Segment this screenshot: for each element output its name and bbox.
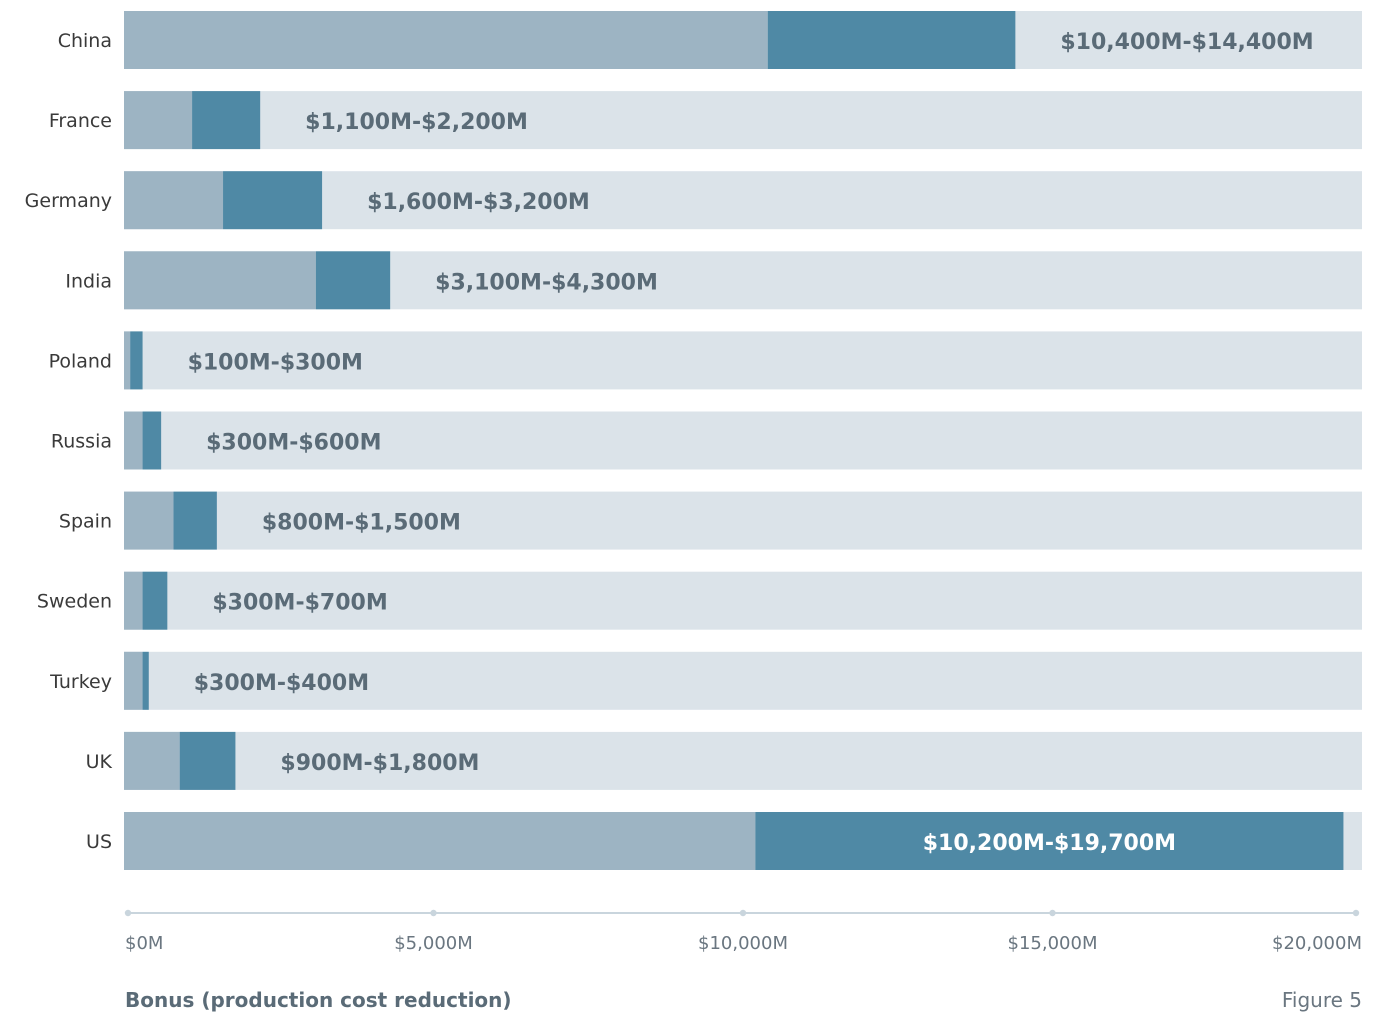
range-label-turkey: $300M-$400M bbox=[194, 671, 369, 696]
category-label-russia: Russia bbox=[51, 431, 112, 453]
category-label-sweden: Sweden bbox=[37, 591, 112, 613]
x-axis-title: Bonus (production cost reduction) bbox=[125, 988, 512, 1012]
x-tick-dot bbox=[739, 909, 747, 917]
x-tick-label: $15,000M bbox=[1008, 933, 1098, 954]
bar-track-turkey bbox=[124, 651, 1362, 710]
bar-low-sweden bbox=[124, 571, 143, 630]
range-label-russia: $300M-$600M bbox=[206, 431, 381, 456]
category-label-poland: Poland bbox=[49, 350, 112, 372]
bar-range-germany bbox=[223, 171, 323, 230]
bar-range-spain bbox=[173, 491, 217, 550]
bar-track-poland bbox=[124, 331, 1362, 390]
x-tick-label: $5,000M bbox=[394, 933, 473, 954]
bar-range-france bbox=[192, 91, 261, 150]
category-label-india: India bbox=[65, 270, 112, 292]
figure-label: Figure 5 bbox=[1281, 988, 1362, 1012]
x-tick-dot bbox=[1352, 909, 1360, 917]
bar-low-china bbox=[124, 11, 768, 69]
range-label-spain: $800M-$1,500M bbox=[262, 511, 461, 536]
range-label-poland: $100M-$300M bbox=[188, 350, 363, 375]
range-label-france: $1,100M-$2,200M bbox=[305, 110, 528, 135]
category-label-germany: Germany bbox=[25, 190, 112, 212]
bar-low-germany bbox=[124, 171, 224, 230]
bar-range-sweden bbox=[142, 571, 168, 630]
range-label-us: $10,200M-$19,700M bbox=[923, 831, 1176, 856]
bar-range-us bbox=[755, 812, 1344, 870]
bar-track-uk bbox=[124, 731, 1362, 790]
x-tick-label: $0M bbox=[125, 933, 163, 954]
category-label-uk: UK bbox=[86, 751, 113, 773]
bar-low-turkey bbox=[124, 651, 143, 710]
bar-track-sweden bbox=[124, 571, 1362, 630]
bar-range-turkey bbox=[142, 651, 149, 710]
x-tick-dot bbox=[430, 909, 437, 917]
x-tick-label: $10,000M bbox=[698, 933, 788, 954]
range-label-sweden: $300M-$700M bbox=[212, 591, 387, 616]
x-tick-label: $20,000M bbox=[1272, 933, 1362, 954]
bar-low-uk bbox=[124, 731, 180, 790]
category-label-turkey: Turkey bbox=[49, 671, 112, 693]
bar-track-germany bbox=[124, 171, 1362, 230]
category-label-china: China bbox=[58, 30, 112, 52]
range-label-china: $10,400M-$14,400M bbox=[1060, 30, 1313, 55]
range-label-india: $3,100M-$4,300M bbox=[435, 270, 658, 295]
bar-low-russia bbox=[124, 411, 143, 470]
bar-low-spain bbox=[124, 491, 174, 550]
bar-low-france bbox=[124, 91, 193, 150]
bar-range-india bbox=[315, 251, 391, 310]
bar-low-india bbox=[124, 251, 316, 310]
x-tick-dot bbox=[124, 909, 132, 917]
category-label-spain: Spain bbox=[59, 511, 112, 533]
bar-range-uk bbox=[179, 731, 236, 790]
bar-track-france bbox=[124, 91, 1362, 150]
bar-range-poland bbox=[130, 331, 143, 390]
bar-track-spain bbox=[124, 491, 1362, 550]
bar-low-us bbox=[124, 812, 756, 870]
category-label-us: US bbox=[86, 831, 112, 853]
bar-low-poland bbox=[124, 331, 131, 390]
category-label-france: France bbox=[49, 110, 112, 132]
range-label-germany: $1,600M-$3,200M bbox=[367, 190, 590, 215]
x-tick-dot bbox=[1049, 909, 1056, 917]
bar-track-russia bbox=[124, 411, 1362, 470]
range-label-uk: $900M-$1,800M bbox=[280, 751, 479, 776]
bar-range-china bbox=[767, 11, 1016, 69]
bar-range-russia bbox=[142, 411, 162, 470]
